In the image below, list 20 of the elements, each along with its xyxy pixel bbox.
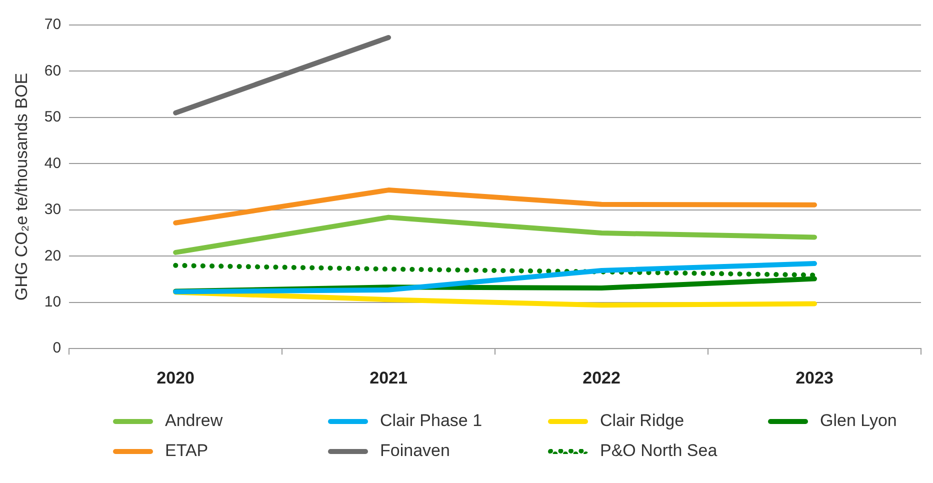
legend-label: P&O North Sea (600, 441, 718, 461)
legend-label: Clair Phase 1 (380, 411, 482, 431)
legend-label: Foinaven (380, 441, 450, 461)
legend-label: Glen Lyon (820, 411, 897, 431)
legend-label: Clair Ridge (600, 411, 684, 431)
legend-label: Andrew (165, 411, 223, 431)
x-tick-label: 2021 (370, 368, 408, 388)
x-tick-label: 2022 (582, 368, 620, 388)
x-tick-label: 2020 (156, 368, 194, 388)
x-tick-label: 2023 (796, 368, 834, 388)
y-tick-label: 20 (44, 247, 62, 264)
y-axis-title: GHG CO₂e te/thousands BOE (12, 72, 31, 301)
y-tick-label: 0 (52, 340, 62, 357)
y-tick-label: 40 (44, 154, 62, 172)
legend-label: ETAP (165, 441, 208, 461)
y-tick-label: 60 (44, 62, 62, 80)
y-tick-label: 10 (44, 294, 62, 311)
y-tick-label: 50 (44, 108, 62, 126)
y-tick-label: 30 (44, 201, 62, 218)
y-tick-label: 70 (44, 16, 62, 34)
